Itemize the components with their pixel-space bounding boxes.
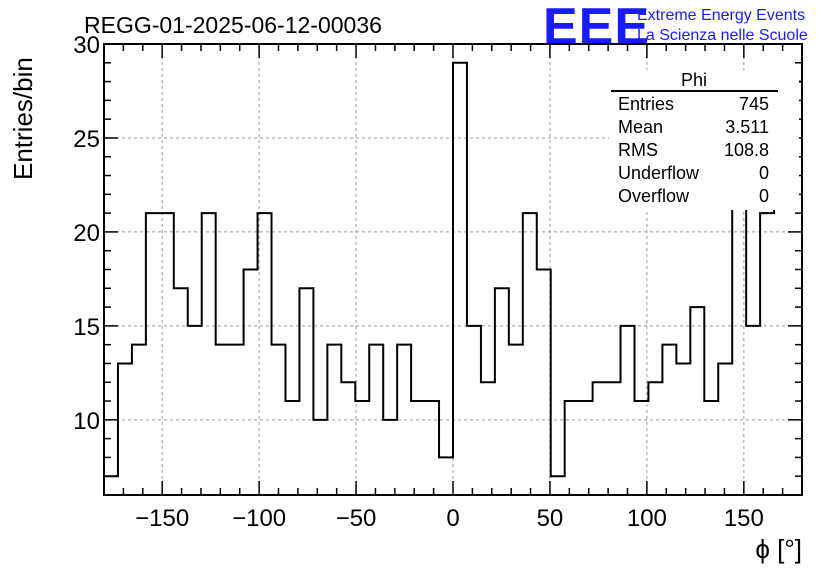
stats-value: 0 [759,186,769,206]
x-tick-label: −150 [135,505,189,532]
x-tick-label: 0 [446,505,459,532]
stats-box: Phi Entries 745 Mean 3.511 RMS 108.8 Underflow… [609,70,799,210]
x-axis-title: ϕ [°] [755,534,802,564]
stats-label: Mean [618,117,663,137]
stats-label: Underflow [618,163,700,183]
logo-mark: EEE [543,0,650,56]
stats-value: 3.511 [725,117,769,137]
y-axis-title: Entries/bin [8,57,38,180]
x-tick-label: 50 [537,505,564,532]
y-tick-label: 20 [73,220,100,247]
stats-rows: Entries 745 Mean 3.511 RMS 108.8 Underflow 0 Ove… [618,94,769,206]
stats-name: Phi [681,70,707,90]
stats-label: RMS [618,140,658,160]
eee-logo: EEE Extreme Energy Events La Scienza nel… [543,0,808,56]
x-tick-label: 150 [724,505,764,532]
stats-box-background [609,70,799,210]
x-tick-label: −50 [336,505,377,532]
stats-label: Overflow [618,186,690,206]
x-tick-label: 100 [627,505,667,532]
y-tick-label: 30 [73,32,100,59]
stats-label: Entries [618,94,674,114]
x-tick-label: −100 [232,505,286,532]
logo-line-2: La Scienza nelle Scuole [637,27,808,44]
y-tick-label: 15 [73,314,100,341]
y-tick-label: 25 [73,126,100,153]
stats-value: 108.8 [724,140,769,160]
x-tick-labels: −150 −100 −50 0 50 100 150 [135,505,764,532]
logo-line-1: Extreme Energy Events [637,7,805,24]
histogram-line [103,61,803,495]
stats-value: 745 [739,94,769,114]
y-tick-labels: 10 15 20 25 30 [73,32,100,435]
y-tick-label: 10 [73,408,100,435]
chart-title: REGG-01-2025-06-12-00036 [84,12,382,38]
stats-value: 0 [759,163,769,183]
